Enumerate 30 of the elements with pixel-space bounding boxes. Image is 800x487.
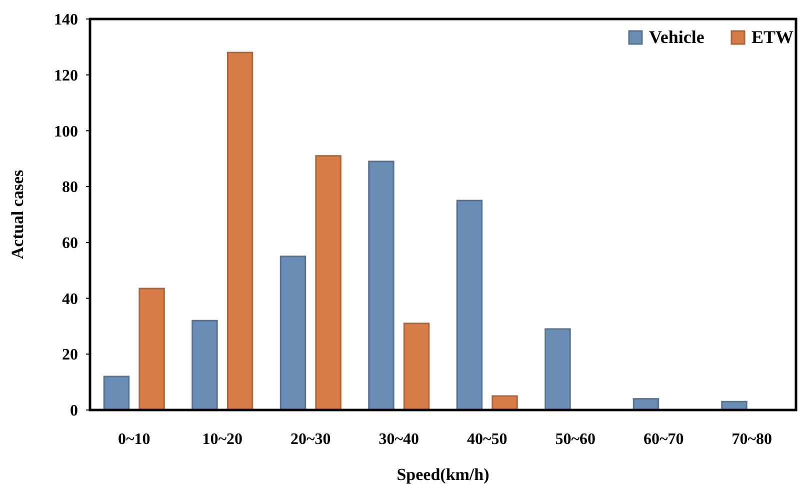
x-tick-label: 30~40 <box>378 431 420 448</box>
y-tick-label: 60 <box>62 235 78 252</box>
y-tick-label: 100 <box>54 123 78 140</box>
y-tick-label: 80 <box>62 179 78 196</box>
bar <box>192 320 218 411</box>
y-tick-label: 120 <box>54 67 78 84</box>
x-tick-label: 60~70 <box>643 431 684 448</box>
x-tick-label: 50~60 <box>555 431 596 448</box>
bar <box>403 322 430 411</box>
bar <box>456 200 483 411</box>
bar <box>280 256 306 411</box>
x-tick-label: 40~50 <box>466 431 508 448</box>
x-axis-title: Speed(km/h) <box>396 465 490 484</box>
y-tick-label: 140 <box>54 12 78 29</box>
legend-label: Vehicle <box>649 27 704 47</box>
bar <box>138 288 165 411</box>
x-tick-label: 70~80 <box>732 431 772 448</box>
legend-label: ETW <box>752 27 794 47</box>
x-tick-label: 10~20 <box>202 431 243 448</box>
y-tick-label: 20 <box>62 346 78 364</box>
bar <box>544 328 571 411</box>
bar <box>103 376 130 411</box>
bar <box>226 52 254 411</box>
x-tick-label: 0~10 <box>118 431 150 448</box>
bar <box>368 160 394 411</box>
y-tick-label: 40 <box>62 290 78 308</box>
x-tick-label: 20~30 <box>290 431 331 448</box>
bar <box>315 155 342 411</box>
y-tick-label: 0 <box>70 402 78 420</box>
y-axis-title: Actual cases <box>8 170 27 260</box>
